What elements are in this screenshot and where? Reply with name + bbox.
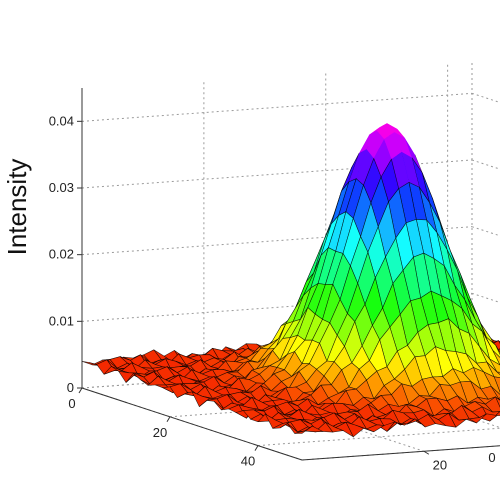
x-tick-label: 40 xyxy=(241,454,255,469)
y-tick-label: 0 xyxy=(488,450,495,465)
surface-cell xyxy=(356,149,374,186)
z-axis-title: Intensity xyxy=(2,159,32,256)
surface-cell xyxy=(373,139,392,177)
surface-cell xyxy=(294,425,313,434)
surface-cell xyxy=(404,137,423,173)
y-tick-mark xyxy=(423,450,430,455)
grid-line xyxy=(81,92,473,122)
z-tick-label: 0.02 xyxy=(49,247,74,262)
y-tick-label: 20 xyxy=(433,457,447,472)
surface-cell xyxy=(401,152,420,188)
z-tick-label: 0 xyxy=(67,380,74,395)
x-tick-label: 0 xyxy=(68,396,75,411)
z-tick-label: 0.01 xyxy=(49,313,74,328)
surface-cell xyxy=(369,123,387,135)
grid-line xyxy=(471,159,500,170)
tick-labels: 00.010.020.030.04020402040600 xyxy=(49,113,496,472)
x-axis-line xyxy=(81,387,303,461)
x-tick-mark xyxy=(78,387,83,394)
grid-line xyxy=(257,427,500,447)
x-tick-mark xyxy=(254,445,259,451)
z-tick-label: 0.03 xyxy=(49,180,74,195)
surface-cell xyxy=(348,149,367,182)
grid-line xyxy=(301,445,500,461)
surface-cell xyxy=(394,132,412,158)
surface-cell xyxy=(366,130,385,159)
surface-cell xyxy=(384,132,402,160)
surface-cell xyxy=(359,130,377,154)
grid-line xyxy=(471,226,500,237)
z-tick-label: 0.04 xyxy=(49,113,74,128)
axes xyxy=(77,88,500,461)
surface-cell xyxy=(391,152,409,189)
grid-line xyxy=(471,92,500,104)
x-tick-label: 20 xyxy=(153,425,167,440)
x-tick-mark xyxy=(166,416,171,423)
surface-mesh xyxy=(81,123,500,438)
surface-cell xyxy=(376,123,395,140)
y-axis-line xyxy=(301,445,500,461)
surface-cell xyxy=(387,123,405,138)
